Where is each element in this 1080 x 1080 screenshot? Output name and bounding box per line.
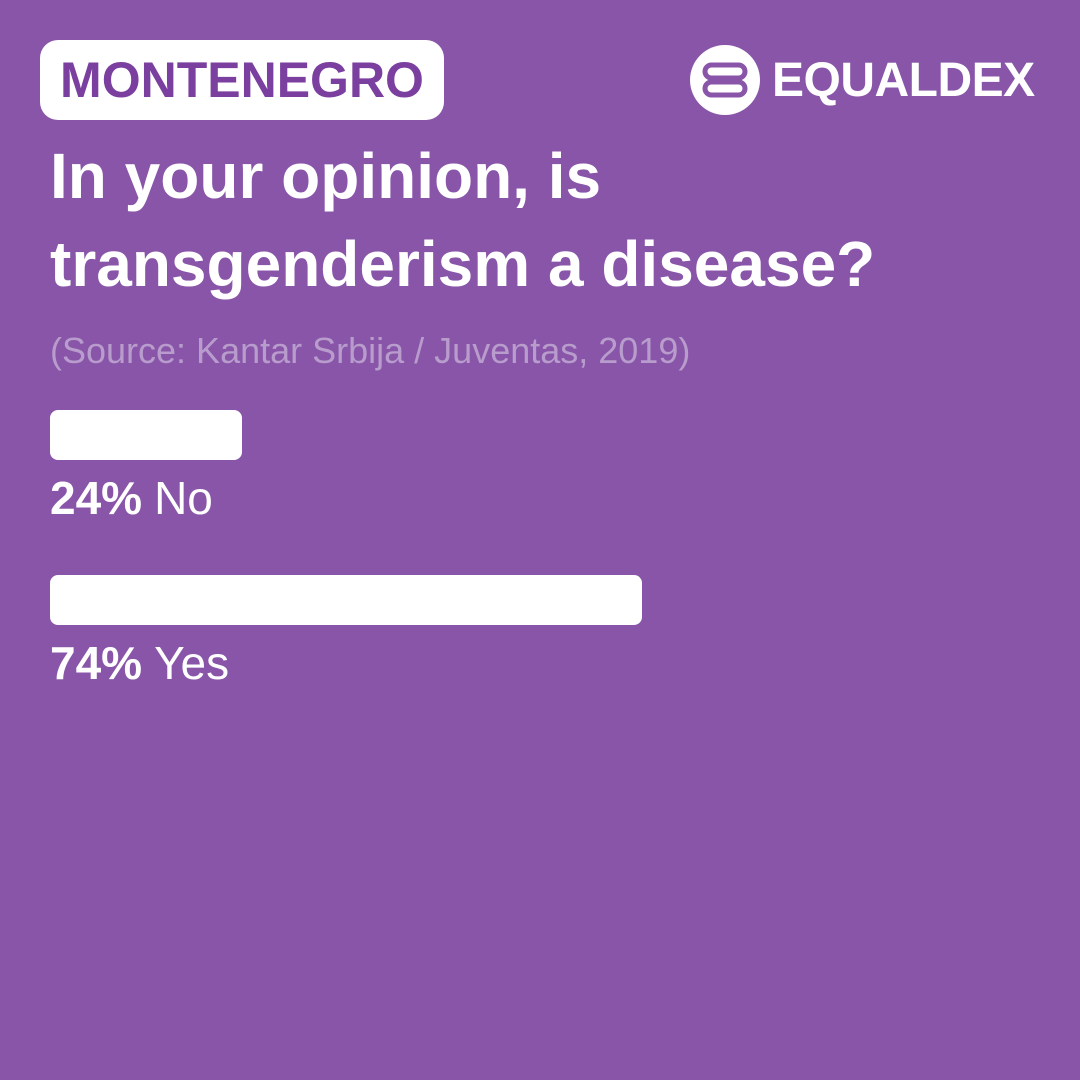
- result-label-yes: 74% Yes: [50, 635, 229, 691]
- equaldex-logo[interactable]: EQUALDEX: [690, 44, 1035, 116]
- equaldex-logo-icon: [690, 45, 760, 115]
- category-label: Yes: [154, 637, 230, 689]
- country-tag: MONTENEGRO: [40, 40, 444, 120]
- value-label: 74%: [50, 637, 143, 689]
- brand-name: EQUALDEX: [772, 53, 1035, 107]
- result-item-yes: 74% Yes: [50, 575, 850, 740]
- value-label: 24%: [50, 472, 143, 524]
- result-label-no: 24% No: [50, 470, 213, 526]
- result-item-no: 24% No: [50, 410, 850, 575]
- source-note: (Source: Kantar Srbija / Juventas, 2019): [50, 330, 691, 371]
- results-chart: 24% No 74% Yes: [50, 410, 850, 740]
- chart-title: In your opinion, is transgenderism a dis…: [50, 140, 876, 300]
- bar-no: [50, 410, 242, 460]
- bar-yes: [50, 575, 642, 625]
- category-label: No: [154, 472, 213, 524]
